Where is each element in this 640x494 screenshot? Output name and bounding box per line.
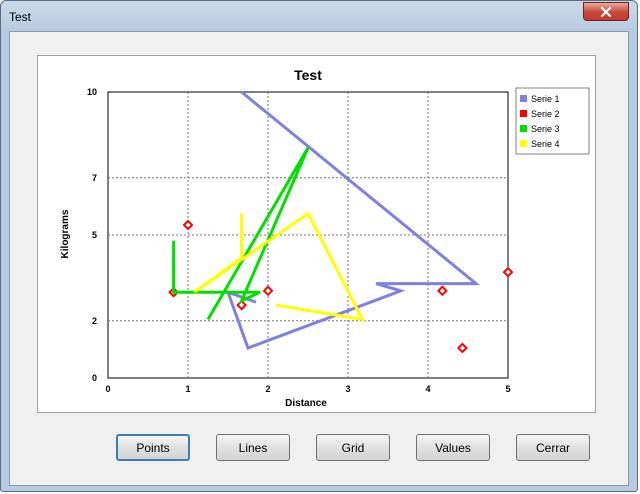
legend-swatch xyxy=(520,95,527,102)
data-point xyxy=(262,285,274,297)
chart-panel: Test Distance Kilograms 0 1 2 3 4 5 0 2 5 7 10 Ser… xyxy=(37,55,596,413)
y-axis-label: Kilograms xyxy=(60,209,71,258)
legend: Serie 1 Serie 2 Serie 3 Serie 4 xyxy=(515,87,590,155)
data-point xyxy=(182,219,194,231)
chart-title: Test xyxy=(294,67,322,83)
series-line-4 xyxy=(193,211,366,322)
legend-swatch xyxy=(520,125,527,132)
data-point xyxy=(502,266,514,278)
y-tick-label: 0 xyxy=(92,373,97,383)
y-tick-label: 5 xyxy=(92,230,97,240)
x-axis-label: Distance xyxy=(285,398,327,409)
y-tick-label: 10 xyxy=(87,87,97,97)
plot-series xyxy=(168,90,514,354)
chart: Test Distance Kilograms 0 1 2 3 4 5 0 2 5 7 10 Ser… xyxy=(60,67,590,409)
title-bar[interactable]: Test xyxy=(1,1,637,31)
x-tick-label: 4 xyxy=(425,384,430,394)
legend-label: Serie 2 xyxy=(531,109,560,119)
values-button[interactable]: Values xyxy=(416,434,490,461)
x-tick-label: 0 xyxy=(105,384,110,394)
y-tick-label: 2 xyxy=(92,316,97,326)
legend-label: Serie 3 xyxy=(531,124,560,134)
data-point xyxy=(436,285,448,297)
x-tick-label: 1 xyxy=(185,384,190,394)
x-tick-label: 2 xyxy=(265,384,270,394)
series-line-3 xyxy=(172,147,310,321)
dialog-client-area: Test Distance Kilograms 0 1 2 3 4 5 0 2 5 7 10 Ser… xyxy=(9,31,629,486)
close-icon xyxy=(600,6,612,17)
window-close-button[interactable] xyxy=(583,2,629,21)
y-tick-label: 7 xyxy=(92,173,97,183)
legend-label: Serie 1 xyxy=(531,94,560,104)
close-button[interactable]: Cerrar xyxy=(516,434,590,461)
points-button[interactable]: Points xyxy=(116,434,190,461)
legend-box xyxy=(515,87,590,155)
data-point xyxy=(456,342,468,354)
window-title: Test xyxy=(9,10,32,24)
plot-grid xyxy=(107,91,509,379)
legend-swatch xyxy=(520,110,527,117)
legend-swatch xyxy=(520,140,527,147)
grid-button[interactable]: Grid xyxy=(316,434,390,461)
legend-label: Serie 4 xyxy=(531,139,560,149)
x-tick-label: 3 xyxy=(345,384,350,394)
x-tick-label: 5 xyxy=(505,384,510,394)
lines-button[interactable]: Lines xyxy=(216,434,290,461)
axis-tick-labels: 0 1 2 3 4 5 0 2 5 7 10 xyxy=(87,87,511,394)
